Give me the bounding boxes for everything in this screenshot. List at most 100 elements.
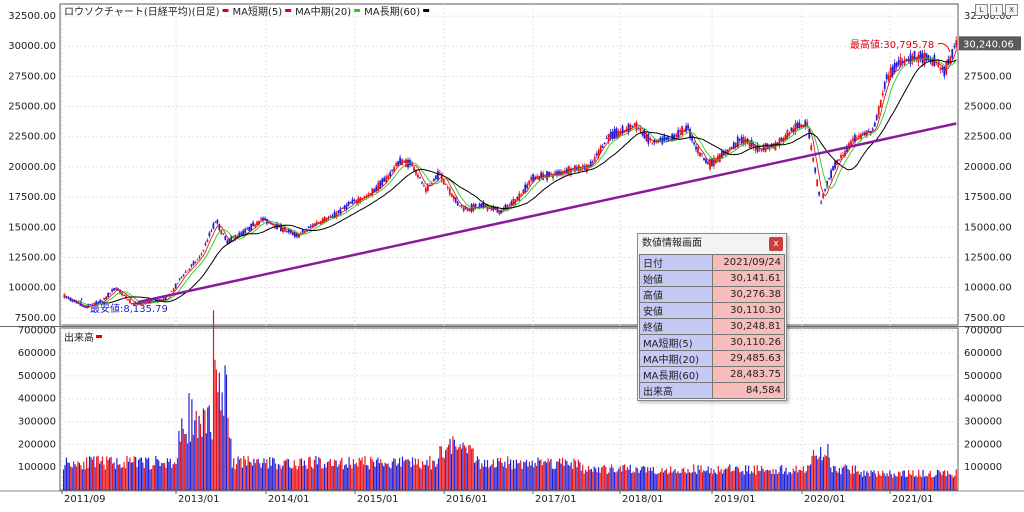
candle-body (871, 128, 874, 131)
candle-body (107, 293, 110, 298)
candle-body (645, 134, 648, 142)
candle-body (619, 131, 622, 134)
candle-body (250, 223, 253, 231)
candle-body (119, 289, 121, 294)
info-row: 終値 30,248.81 (639, 318, 785, 335)
candle-body (530, 177, 533, 181)
info-row: MA短期(5) 30,110.26 (639, 334, 785, 351)
last-price-box (959, 36, 1021, 51)
candle-body (937, 62, 940, 68)
candle-body (754, 147, 757, 151)
candle-body (901, 60, 904, 63)
candle-body (240, 232, 243, 235)
candle-body (246, 228, 249, 230)
candle-body (335, 212, 338, 217)
candle-body (669, 138, 672, 140)
candle-body (105, 296, 108, 300)
candle-body (679, 129, 682, 133)
candle-body (490, 206, 493, 211)
info-row: 出来高 84,584 (639, 382, 785, 399)
candle-body (415, 169, 417, 175)
candle-body (820, 202, 823, 204)
candle-body (405, 159, 407, 167)
candle-body (450, 193, 453, 198)
candle-body (417, 174, 419, 178)
candle-body (329, 215, 332, 218)
candle-body (869, 131, 872, 134)
window-button-i[interactable]: I (990, 4, 1003, 16)
candle-body (603, 142, 606, 144)
candle-body (730, 147, 733, 149)
candle-body (689, 128, 691, 138)
x-tick-label: 2014/01 (268, 494, 310, 505)
info-value: 29,485.63 (712, 350, 785, 367)
candle-body (534, 176, 537, 180)
candle-body (736, 136, 739, 147)
candle-body (144, 301, 147, 304)
candle-body (663, 135, 666, 142)
candle-body (832, 165, 834, 171)
candle-body (691, 135, 693, 141)
candle-body (939, 68, 942, 70)
candle-body (693, 142, 695, 145)
candle-body (883, 81, 886, 89)
candle-body (341, 207, 344, 209)
candle-body (460, 205, 463, 207)
candle-body (198, 256, 201, 258)
candle-body (325, 218, 328, 222)
candle-body (446, 186, 449, 189)
price-tick-left: 20000.00 (8, 162, 56, 173)
candle-body (347, 202, 350, 206)
candle-body (611, 131, 614, 140)
info-panel[interactable]: 数値情報画面 x 日付 2021/09/24 始値 30,141.61 高値 30,276… (637, 233, 787, 401)
candle-body (639, 128, 642, 132)
info-row: 始値 30,141.61 (639, 270, 785, 287)
x-tick-label: 2013/01 (178, 494, 220, 505)
candle-body (713, 157, 715, 166)
candle-body (63, 293, 66, 299)
price-tick-left: 27500.00 (8, 71, 56, 82)
candle-body (436, 171, 439, 180)
close-icon[interactable]: x (769, 237, 783, 251)
candle-body (540, 172, 543, 178)
candle-body (369, 193, 372, 195)
candle-body (349, 202, 352, 204)
info-value: 30,248.81 (712, 318, 785, 335)
x-tick-label: 2016/01 (446, 494, 488, 505)
candle-body (905, 58, 908, 60)
price-tick-left: 30000.00 (8, 41, 56, 52)
last-price-label: 30,240.06 (963, 39, 1014, 50)
candle-body (466, 208, 469, 211)
candle-body (139, 301, 141, 305)
candle-body (667, 135, 670, 141)
candle-body (444, 183, 447, 185)
candle-body (742, 136, 745, 145)
candle-body (510, 201, 513, 206)
candle-body (427, 185, 429, 191)
candle-body (339, 208, 342, 214)
window-button-l[interactable]: L (975, 4, 988, 16)
candle-body (651, 143, 654, 145)
window-button-x[interactable]: X (1005, 4, 1018, 16)
candle-body (264, 218, 266, 220)
x-tick-label: 2020/01 (804, 494, 846, 505)
volume-bars (62, 310, 957, 490)
candle-body (397, 161, 400, 166)
candle-body (260, 218, 262, 220)
candle-body (194, 261, 197, 263)
info-row: MA長期(60) 28,483.75 (639, 366, 785, 383)
candle-body (258, 220, 260, 225)
candle-body (361, 198, 364, 200)
candle-body (468, 208, 471, 211)
x-tick-label: 2019/01 (714, 494, 756, 505)
price-tick-right: 7500.00 (964, 313, 1005, 324)
candle-body (254, 224, 257, 227)
volume-tick-right: 700000 (964, 325, 1002, 336)
info-key: MA短期(5) (639, 334, 713, 351)
candle-body (873, 122, 876, 127)
candle-body (180, 276, 183, 278)
candle-body (794, 123, 797, 132)
candle-body (899, 57, 902, 67)
candle-body (659, 137, 662, 141)
